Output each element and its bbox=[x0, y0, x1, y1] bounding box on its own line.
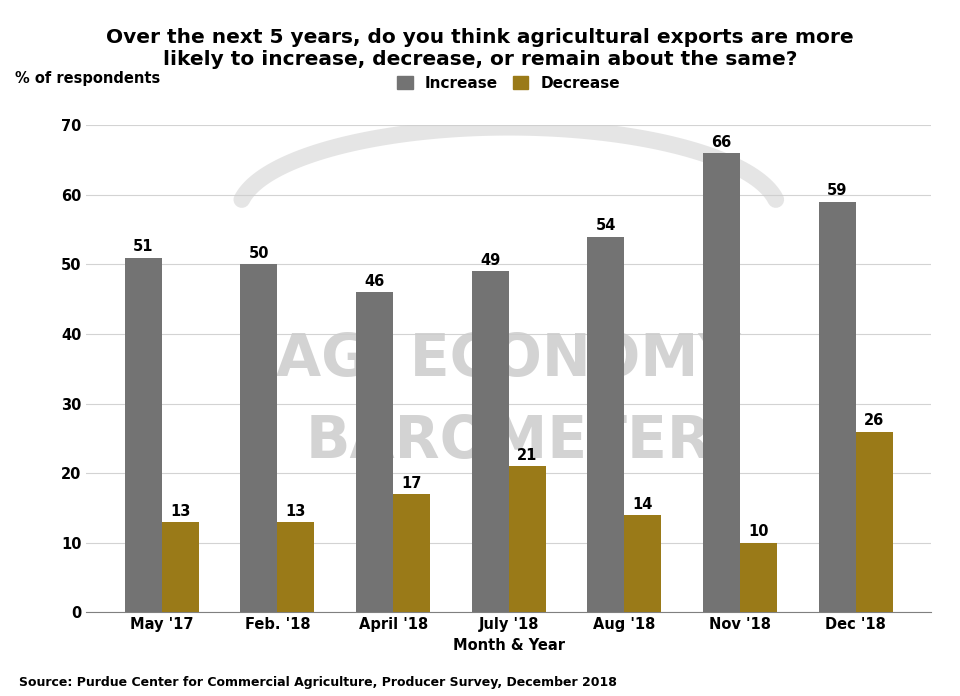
Bar bbox=[125, 258, 162, 612]
Bar bbox=[624, 515, 661, 612]
Bar bbox=[855, 432, 893, 612]
Text: 49: 49 bbox=[480, 253, 500, 268]
Text: Over the next 5 years, do you think agricultural exports are more
likely to incr: Over the next 5 years, do you think agri… bbox=[107, 28, 853, 69]
Bar bbox=[394, 494, 430, 612]
Text: 26: 26 bbox=[864, 413, 884, 428]
X-axis label: Month & Year: Month & Year bbox=[453, 638, 564, 653]
Text: BAROMETER: BAROMETER bbox=[305, 413, 712, 470]
Legend: Increase, Decrease: Increase, Decrease bbox=[391, 70, 627, 97]
Text: 13: 13 bbox=[170, 503, 190, 519]
Bar bbox=[703, 153, 740, 612]
Bar bbox=[588, 237, 624, 612]
Bar bbox=[356, 292, 394, 612]
Text: 46: 46 bbox=[365, 274, 385, 289]
Text: 17: 17 bbox=[401, 475, 421, 491]
Text: 21: 21 bbox=[517, 448, 538, 463]
Text: AG  ECONOMY: AG ECONOMY bbox=[276, 331, 741, 388]
Bar bbox=[509, 466, 546, 612]
Text: 54: 54 bbox=[596, 218, 616, 233]
Bar bbox=[740, 543, 778, 612]
Text: 50: 50 bbox=[249, 246, 269, 261]
Text: 14: 14 bbox=[633, 496, 653, 512]
Text: 13: 13 bbox=[286, 503, 306, 519]
Text: 59: 59 bbox=[828, 183, 848, 198]
Bar bbox=[277, 522, 315, 612]
Bar bbox=[471, 271, 509, 612]
Text: Source: Purdue Center for Commercial Agriculture, Producer Survey, December 2018: Source: Purdue Center for Commercial Agr… bbox=[19, 676, 617, 689]
Text: 66: 66 bbox=[711, 134, 732, 150]
Bar bbox=[819, 202, 855, 612]
Bar bbox=[162, 522, 199, 612]
Text: % of respondents: % of respondents bbox=[14, 71, 160, 86]
Text: 51: 51 bbox=[133, 239, 154, 254]
Bar bbox=[240, 264, 277, 612]
Text: 10: 10 bbox=[749, 524, 769, 539]
